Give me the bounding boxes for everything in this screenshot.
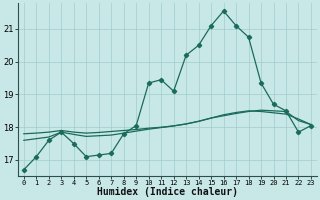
X-axis label: Humidex (Indice chaleur): Humidex (Indice chaleur): [97, 187, 238, 197]
